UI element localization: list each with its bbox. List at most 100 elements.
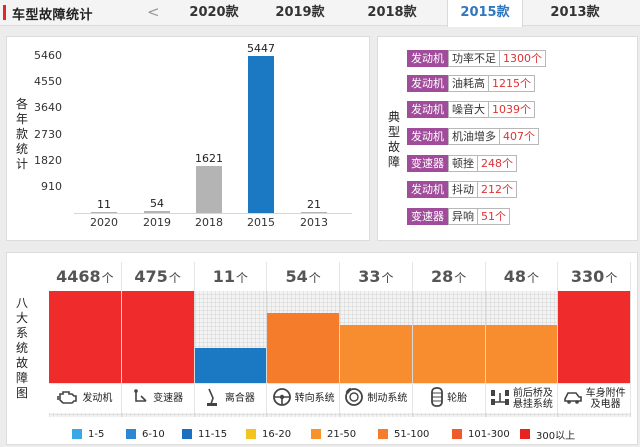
clutch-pedal-icon [206, 387, 225, 410]
system-fill-bar [267, 313, 339, 383]
fault-name: 噪音大 [448, 101, 488, 118]
system-count-unit: 个 [381, 271, 394, 285]
tab-2015[interactable]: 2015款 [447, 0, 523, 27]
fault-name: 顿挫 [448, 155, 477, 172]
x-tick-label: 2018 [195, 216, 223, 229]
system-fill-bar [485, 325, 558, 383]
fault-row[interactable]: 变速器 异响 51个 [407, 208, 510, 225]
fault-count: 407个 [499, 128, 539, 145]
fault-count: 248个 [477, 155, 517, 172]
bar-2015[interactable] [248, 56, 274, 213]
system-label-cell[interactable]: 离合器 [194, 383, 268, 413]
bar-2013[interactable] [301, 212, 327, 213]
system-count: 4468 [56, 267, 101, 286]
legend-swatch [126, 429, 136, 439]
y-tick-label: 4550 [34, 75, 62, 89]
system-label-cell[interactable]: 轮胎 [412, 383, 486, 413]
system-label-cell[interactable]: 发动机 [49, 383, 122, 413]
system-label: 离合器 [225, 393, 255, 404]
yearly-label-char: 款 [15, 127, 28, 141]
prev-arrow-button[interactable]: < [147, 3, 160, 21]
system-count: 11 [212, 267, 235, 286]
tab-2020[interactable]: 2020款 [189, 5, 239, 20]
legend-label: 300以上 [536, 430, 576, 442]
legend-swatch [520, 429, 530, 439]
bar-value-label: 21 [307, 198, 321, 211]
header-bar: 车型故障统计 < 2020款 2019款 2018款 2015款 2013款 [0, 0, 640, 27]
legend-item: 16-20 [246, 428, 291, 440]
legend-swatch [311, 429, 321, 439]
fault-category-badge: 发动机 [407, 128, 448, 145]
system-count: 28 [430, 267, 454, 286]
systems-label-char: 八 [15, 296, 28, 310]
legend-item: 1-5 [72, 428, 104, 440]
fault-row[interactable]: 变速器 顿挫 248个 [407, 155, 517, 172]
fault-row[interactable]: 发动机 机油增多 407个 [407, 128, 539, 145]
system-count-unit: 个 [236, 271, 249, 285]
system-label-cell[interactable]: 前后桥及 悬挂系统 [485, 383, 559, 413]
tab-2019[interactable]: 2019款 [275, 5, 325, 20]
system-label-line: 离合器 [224, 393, 255, 404]
y-tick-label: 2730 [34, 127, 62, 141]
system-fill-bar [412, 325, 485, 383]
fault-count: 1215个 [488, 75, 535, 92]
system-label-cell[interactable]: 转向系统 [267, 383, 340, 413]
system-label-line: 轮胎 [447, 393, 468, 404]
legend-label: 6-10 [142, 428, 165, 440]
fault-row[interactable]: 发动机 抖动 212个 [407, 181, 517, 198]
yearly-label-char: 各 [15, 97, 28, 111]
fault-count: 212个 [477, 181, 517, 198]
legend-item: 21-50 [311, 428, 356, 440]
fault-name: 油耗高 [448, 75, 488, 92]
system-count-header: 11个 [194, 262, 268, 291]
y-tick-label: 5460 [34, 49, 62, 62]
system-label: 轮胎 [447, 393, 467, 404]
legend-item: 11-15 [182, 428, 227, 440]
system-label-cell[interactable]: 制动系统 [340, 383, 413, 413]
fault-row[interactable]: 发动机 油耗高 1215个 [407, 75, 535, 92]
fault-row[interactable]: 发动机 功率不足 1300个 [407, 50, 546, 67]
bar-2019[interactable] [144, 211, 170, 213]
bar-2020[interactable] [91, 212, 117, 213]
y-tick-label: 1820 [34, 153, 62, 167]
system-fill-bar [121, 291, 194, 383]
x-axis-line [74, 213, 352, 214]
system-label: 制动系统 [367, 393, 407, 404]
x-tick-label: 2019 [143, 216, 171, 229]
system-count-header: 4468个 [49, 262, 122, 291]
system-fill-bar [194, 348, 267, 383]
yearly-stats-vertical-label: 各年款统计 [15, 97, 29, 172]
tab-2018[interactable]: 2018款 [367, 5, 417, 20]
system-label-line: 前后桥及 [512, 387, 553, 399]
tire-icon [430, 387, 447, 410]
fault-category-badge: 变速器 [407, 155, 448, 172]
steering-wheel-icon [272, 387, 295, 410]
bar-2018[interactable] [196, 166, 222, 213]
system-count-header: 28个 [412, 262, 486, 291]
fault-category-badge: 发动机 [407, 50, 448, 67]
system-label-line: 车身附件 [585, 387, 626, 399]
system-count-header: 48个 [485, 262, 559, 291]
system-label-cell[interactable]: 变速器 [121, 383, 195, 413]
fault-row[interactable]: 发动机 噪音大 1039个 [407, 101, 535, 118]
systems-label-char: 系 [15, 326, 28, 340]
systems-label-char: 大 [15, 311, 28, 325]
brake-disc-icon [344, 387, 367, 410]
system-count-unit: 个 [168, 271, 181, 285]
yearly-label-char: 计 [15, 157, 28, 171]
legend-swatch [452, 429, 462, 439]
systems-label-char: 图 [15, 386, 28, 400]
bar-value-label: 1621 [195, 152, 223, 166]
fault-name: 异响 [448, 208, 477, 225]
system-count-unit: 个 [527, 271, 540, 285]
legend-swatch [378, 429, 388, 439]
systems-label-char: 故 [15, 356, 28, 370]
system-label: 车身附件 及电器 [586, 388, 626, 410]
system-label-cell[interactable]: 车身附件 及电器 [558, 383, 631, 413]
system-label-line: 悬挂系统 [512, 398, 553, 410]
tab-2013[interactable]: 2013款 [550, 5, 600, 20]
system-label-line: 制动系统 [367, 393, 408, 404]
fault-count: 1300个 [499, 50, 546, 67]
fault-count: 1039个 [488, 101, 535, 118]
